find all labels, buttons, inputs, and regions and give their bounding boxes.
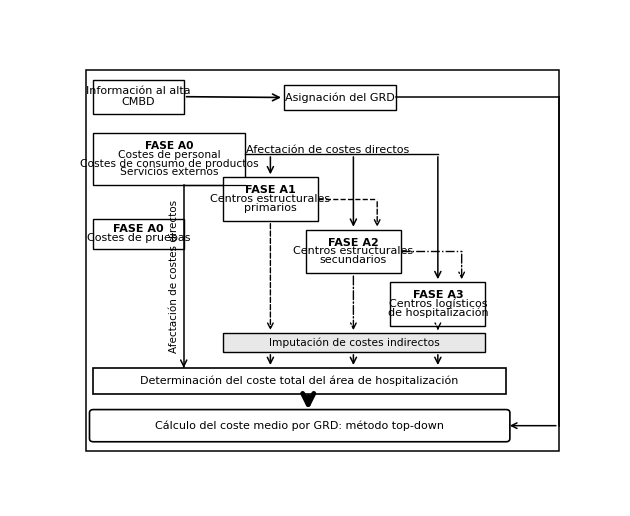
Text: Información al alta
CMBD: Información al alta CMBD [86, 86, 191, 107]
Text: FASE A1: FASE A1 [245, 185, 295, 195]
Text: secundarios: secundarios [320, 255, 387, 265]
Bar [223, 177, 318, 221]
Text: primarios: primarios [244, 203, 297, 213]
Bar [93, 80, 184, 114]
Text: Costes de consumo de productos: Costes de consumo de productos [80, 158, 258, 169]
Bar [93, 219, 184, 249]
Text: FASE A2: FASE A2 [328, 238, 379, 248]
Text: de hospitalización: de hospitalización [387, 308, 488, 318]
Text: Asignación del GRD: Asignación del GRD [285, 92, 395, 103]
Text: Centros logísticos: Centros logísticos [389, 299, 487, 309]
Text: Afectación de costes directos: Afectación de costes directos [169, 200, 179, 353]
Text: Centros estructurales: Centros estructurales [294, 247, 413, 256]
Bar [93, 368, 506, 394]
Text: Cálculo del coste medio por GRD: método top-down: Cálculo del coste medio por GRD: método … [155, 421, 444, 431]
Text: Centros estructurales: Centros estructurales [210, 194, 331, 204]
Text: FASE A0: FASE A0 [113, 224, 164, 234]
Bar [390, 282, 486, 326]
Text: Servicios externos: Servicios externos [120, 167, 219, 178]
Text: Afectación de costes directos: Afectación de costes directos [246, 145, 410, 155]
Bar [223, 333, 486, 352]
Text: Costes de personal: Costes de personal [118, 150, 220, 160]
FancyBboxPatch shape [89, 410, 510, 442]
Text: Costes de pruebas: Costes de pruebas [87, 233, 190, 243]
Bar [284, 85, 396, 110]
Bar [306, 230, 401, 273]
Text: FASE A3: FASE A3 [413, 290, 463, 300]
Text: Imputación de costes indirectos: Imputación de costes indirectos [269, 337, 440, 348]
Text: Determinación del coste total del área de hospitalización: Determinación del coste total del área d… [140, 376, 459, 386]
Bar [93, 134, 244, 185]
Text: FASE A0: FASE A0 [145, 141, 193, 151]
